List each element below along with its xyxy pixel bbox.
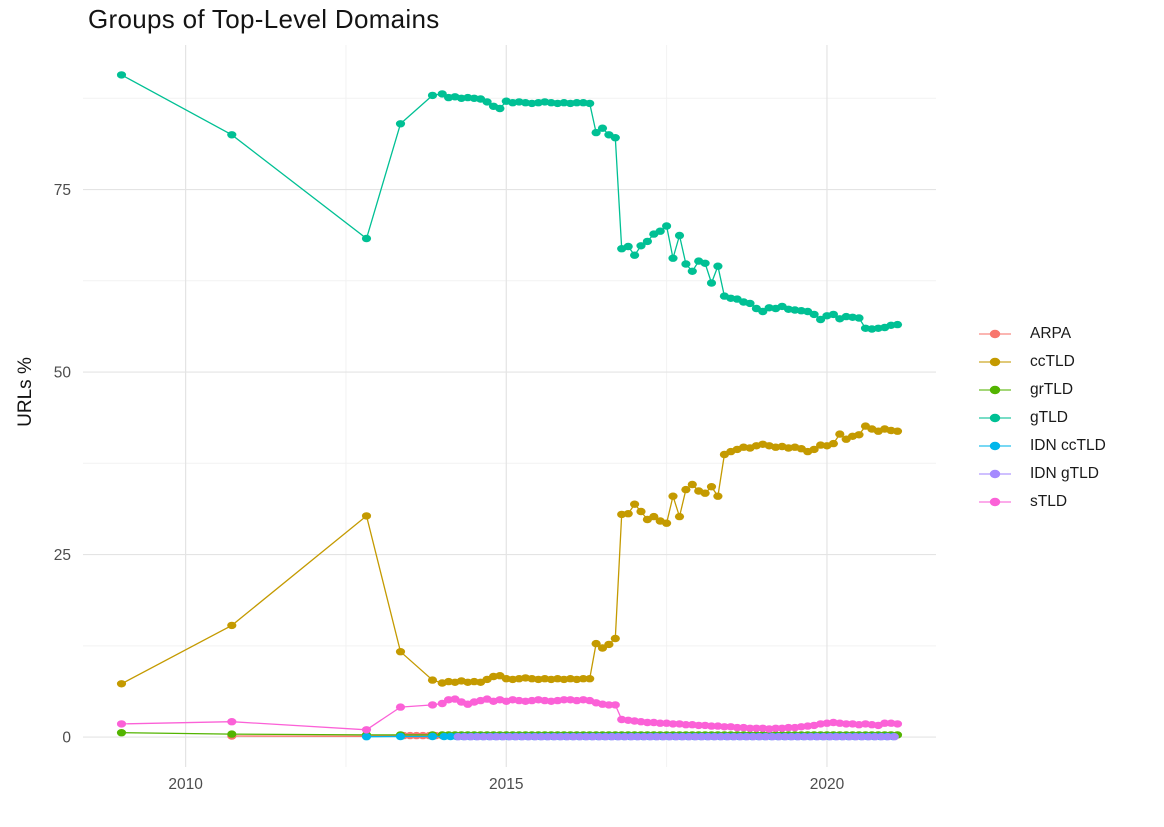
legend-key-icon: [979, 329, 1011, 339]
y-tick-label: 50: [54, 365, 72, 382]
legend-label: IDN gTLD: [1030, 465, 1099, 482]
legend-item-idn-cctld: IDN ccTLD: [978, 432, 1106, 460]
legend-key-icon: [979, 497, 1011, 507]
y-tick-label: 0: [62, 730, 71, 747]
series-stld: [116, 695, 903, 734]
gridlines-minor: [83, 45, 936, 767]
y-tick-label: 25: [54, 547, 71, 564]
data-series-layer: [116, 71, 903, 741]
x-tick-label: 2020: [810, 776, 845, 793]
series-idn-gtld: [453, 733, 899, 741]
axis-tick-labels: 0 25 50 75 2010 2015 2020: [54, 182, 845, 793]
legend-key-icon: [979, 385, 1011, 395]
x-tick-label: 2010: [168, 776, 203, 793]
series-cctld: [116, 422, 903, 688]
legend: ARPA ccTLD grTLD gTLD IDN ccTLD IDN gTLD sTLD: [978, 320, 1106, 516]
legend-item-stld: sTLD: [978, 488, 1106, 516]
legend-item-idn-gtld: IDN gTLD: [978, 460, 1106, 488]
legend-item-gtld: gTLD: [978, 404, 1106, 432]
x-tick-label: 2015: [489, 776, 523, 793]
legend-key-icon: [979, 441, 1011, 451]
y-tick-label: 75: [54, 182, 71, 199]
legend-label: IDN ccTLD: [1030, 437, 1106, 454]
legend-item-arpa: ARPA: [978, 320, 1106, 348]
legend-label: sTLD: [1030, 493, 1068, 510]
legend-label: ARPA: [1030, 325, 1072, 342]
legend-key-icon: [979, 413, 1011, 423]
legend-label: ccTLD: [1030, 353, 1075, 370]
legend-label: grTLD: [1030, 381, 1074, 398]
chart-title: Groups of Top-Level Domains: [88, 4, 440, 34]
series-gtld: [116, 71, 903, 333]
legend-label: gTLD: [1030, 409, 1068, 426]
gridlines-major: [83, 45, 936, 767]
legend-key-icon: [979, 469, 1011, 479]
legend-item-grtld: grTLD: [978, 376, 1106, 404]
legend-key-icon: [979, 357, 1011, 367]
legend-item-cctld: ccTLD: [978, 348, 1106, 376]
